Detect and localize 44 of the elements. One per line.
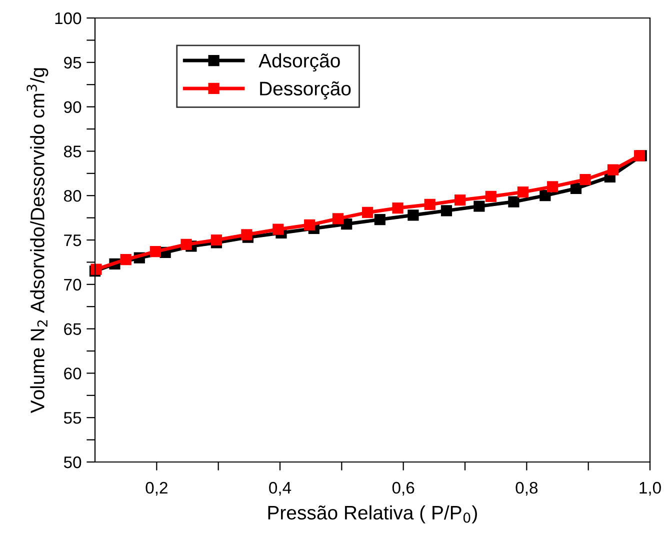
point <box>485 190 496 202</box>
point <box>508 196 520 208</box>
point <box>241 229 252 240</box>
legend-label: Dessorção <box>260 81 351 100</box>
y-tick-label: 50 <box>64 456 82 468</box>
point <box>580 174 591 186</box>
x-tick-label: 0,4 <box>269 482 292 496</box>
point <box>540 190 551 202</box>
y-tick-label: 85 <box>64 146 82 158</box>
point <box>150 246 161 258</box>
x-tick-label: 1,0 <box>640 482 661 496</box>
point <box>570 182 582 194</box>
point <box>517 186 529 198</box>
x-tick-label: 0,8 <box>516 482 538 496</box>
point <box>440 205 452 216</box>
y-tick-label: 60 <box>64 368 82 380</box>
y-tick-label: 75 <box>64 234 82 246</box>
point <box>180 238 192 250</box>
x-tick-label: 0,2 <box>146 482 168 496</box>
point <box>454 194 466 206</box>
y-tick-label: 95 <box>64 56 82 69</box>
y-tick-label: 90 <box>64 101 82 114</box>
point <box>362 206 374 218</box>
point <box>374 214 386 226</box>
point <box>607 164 619 176</box>
point <box>304 219 316 230</box>
x-tick-label: 0,6 <box>392 482 414 496</box>
point <box>210 234 222 246</box>
point <box>392 202 404 214</box>
point <box>120 254 132 266</box>
point <box>474 200 485 212</box>
y-tick-label: 100 <box>55 12 82 24</box>
y-tick-label: 80 <box>64 190 82 202</box>
point <box>547 181 558 192</box>
point <box>424 198 436 210</box>
point <box>408 210 419 221</box>
legend-label: Adsorção <box>258 53 340 72</box>
y-tick-label: 55 <box>64 412 82 424</box>
y-axis-title: Volume N$_{2}$ Adsorvido/Dessorvido cm$^{3}$/g <box>26 68 48 414</box>
y-tick-label: 70 <box>64 278 82 291</box>
x-axis-title: Pressão Relativa ( P/P$_{0}$) <box>268 505 477 524</box>
point <box>272 224 284 235</box>
y-tick-label: 65 <box>64 323 82 336</box>
point <box>332 213 344 224</box>
